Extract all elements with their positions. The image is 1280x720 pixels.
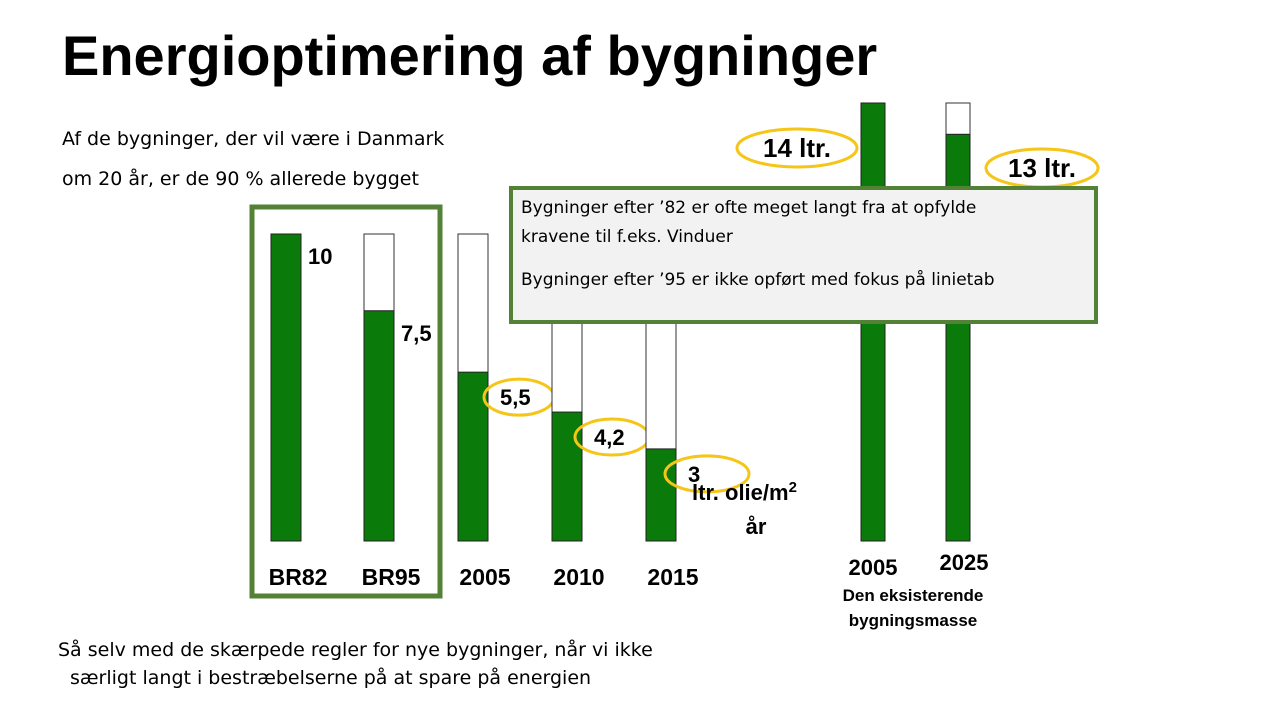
unit-label-year: år bbox=[746, 514, 767, 539]
stock-group-label-2: bygningsmasse bbox=[849, 611, 978, 630]
category-label-stock-2005: 2005 bbox=[849, 555, 898, 580]
regulation-highlight-box bbox=[249, 204, 443, 599]
intro-line-2: om 20 år, er de 90 % allerede bygget bbox=[62, 168, 419, 190]
value-label-2015: 3 bbox=[688, 462, 700, 487]
slide-title: Energioptimering af bygninger bbox=[62, 24, 878, 87]
intro-line-1: Af de bygninger, der vil være i Danmark bbox=[62, 128, 445, 150]
category-label-2005: 2005 bbox=[459, 564, 510, 590]
category-label-stock-2025: 2025 bbox=[940, 550, 989, 575]
callout-line-1: Bygninger efter ’82 er ofte meget langt … bbox=[521, 198, 977, 218]
highlight-ring-2015 bbox=[663, 454, 751, 494]
callout-box: Bygninger efter ’82 er ofte meget langt … bbox=[509, 186, 1098, 324]
unit-label-superscript: 2 bbox=[789, 479, 797, 496]
bar-br82 bbox=[270, 233, 302, 542]
value-label-stock-2005: 14 ltr. bbox=[763, 133, 831, 163]
value-label-2010: 4,2 bbox=[594, 425, 625, 450]
highlight-ring-stock-2005 bbox=[735, 127, 859, 169]
unit-label: ltr. olie/m2 bbox=[692, 479, 797, 505]
category-label-br82: BR82 bbox=[269, 564, 328, 590]
bar-br95 bbox=[363, 310, 395, 542]
callout-line-2: kravene til f.eks. Vinduer bbox=[521, 227, 733, 247]
value-label-2005: 5,5 bbox=[500, 385, 531, 410]
category-label-2010: 2010 bbox=[553, 564, 604, 590]
value-label-br82: 10 bbox=[308, 244, 332, 269]
category-label-2015: 2015 bbox=[647, 564, 698, 590]
category-label-br95: BR95 bbox=[362, 564, 421, 590]
stock-group-label-1: Den eksisterende bbox=[843, 586, 984, 605]
callout-line-3: Bygninger efter ’95 er ikke opført med f… bbox=[521, 270, 995, 290]
value-label-br95: 7,5 bbox=[401, 321, 432, 346]
value-label-stock-2025: 13 ltr. bbox=[1008, 153, 1076, 183]
footer-line-2: særligt langt i bestræbelserne på at spa… bbox=[70, 667, 592, 689]
footer-line-1: Så selv med de skærpede regler for nye b… bbox=[58, 639, 653, 661]
